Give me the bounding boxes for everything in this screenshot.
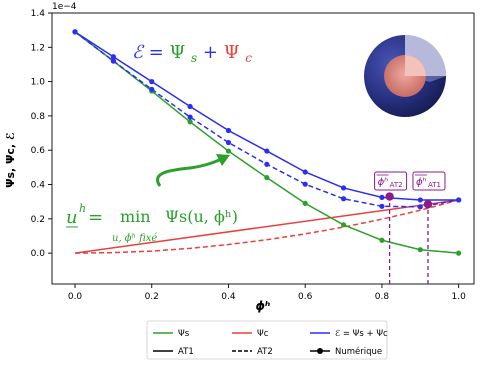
data-point-psi-s [225,148,232,154]
series-line-psi-c-at2 [75,199,459,254]
series-line-psi-c [74,199,459,254]
min-lhs: u [66,207,78,228]
optima-layer: ϕʰ AT2 ϕʰ AT1 [374,171,446,284]
x-tick-label: 0.4 [221,292,236,302]
y-tick-label: 1.4 [31,9,46,19]
data-point-e-at1 [225,127,232,134]
data-point-psi-s [302,200,308,206]
legend-marker [317,348,323,354]
min-operator: min [120,207,151,226]
annotation-arrowhead [216,154,230,166]
data-point-psi-s [456,250,462,256]
psi-s-subscript: s [191,51,197,65]
optimum-label: ϕʰ [378,177,389,188]
data-point-e-at2 [379,203,385,209]
data-point-e-at2 [110,58,116,64]
energy-equals: = [149,42,170,63]
psi-s-symbol: Ψ [169,42,185,63]
sphere-core-cut [405,55,426,76]
data-point-e-at2 [340,196,347,202]
y-tick-label: 1.2 [31,43,45,53]
data-point-e-at2 [225,139,232,146]
energy-plus: + [203,42,224,63]
data-point-e-at1 [340,185,347,191]
min-equals: = [88,207,103,228]
min-under: u, ϕʰ fixé [112,233,157,244]
y-axis-label: Ψs, Ψc, ℰ [4,132,17,188]
legend-label: ℰ = Ψs + Ψc [335,329,388,339]
data-point-e-at1 [187,103,193,110]
data-point-e-at1 [149,79,155,85]
y-tick-label: 1.0 [31,78,46,88]
y-tick-label: 0.4 [31,181,46,191]
psi-c-subscript: c [245,51,252,65]
legend-label: Numérique [335,346,382,357]
optimum-point [385,192,394,201]
optimum-label-box [374,171,408,191]
data-point-e-at2 [264,161,270,167]
optimum-label: ϕʰ [416,177,427,188]
y-tick-label: 0.2 [31,215,45,225]
optimum-label-sub: AT1 [428,181,441,189]
data-point-e-at1 [264,148,270,154]
legend-label: AT1 [178,347,194,357]
energy-equation: ℰ = Ψ s + Ψ c [132,42,252,67]
legend-label: AT2 [257,347,273,357]
data-point-psi-s [187,119,193,125]
optimum-point [423,200,433,209]
data-point-psi-s [340,222,347,228]
svg-text:ℰ = Ψ s: ℰ = Ψ s + Ψ c [132,42,252,67]
data-point-e-at1 [379,194,385,200]
y-tick-label: 0.6 [31,146,46,156]
axis-ticks: 0.0 0.2 0.4 0.6 0.8 1.0 0.0 0.2 0.4 0.6 0.8 1.0 1.2 1… [31,9,466,302]
sphere-inset [364,35,446,117]
min-rhs: Ψs(u, ϕʰ) [165,207,238,226]
x-tick-label: 0.8 [375,292,390,302]
data-point-e-at1 [417,197,423,203]
y-offset-text: 1e−4 [52,2,77,12]
legend-box [146,320,388,360]
legend: Ψs Ψc ℰ = Ψs + Ψc AT1 AT2 Numérique [146,320,388,360]
psi-c-symbol: Ψ [224,42,240,63]
data-point-e-at2 [149,86,155,92]
data-point-e-at1 [110,54,116,60]
optimum-label-box [412,171,446,191]
data-point-e-at1 [302,169,308,175]
x-tick-label: 1.0 [451,292,466,302]
data-point-e-at2 [417,204,423,210]
energy-symbol: ℰ [132,42,145,63]
optimum-label-sub: AT2 [390,181,403,189]
x-tick-label: 0.0 [68,292,83,302]
minimization-equation: u h = min Ψs(u, ϕʰ) u, ϕʰ fixé [66,202,238,244]
data-point-e-at2 [187,114,193,120]
series-layer [72,29,462,256]
legend-label: Ψc [257,329,269,339]
y-tick-label: 0.8 [31,112,46,122]
x-tick-label: 0.2 [145,292,159,302]
legend-label: Ψs [178,329,190,339]
min-lhs-sup: h [79,202,86,215]
data-point-e-at2 [302,181,308,187]
annotation-arrow [156,156,225,187]
data-point-psi-s [417,247,423,253]
y-tick-label: 0.0 [31,249,46,259]
data-point-psi-s [379,237,385,243]
data-point-psi-s [264,175,270,181]
x-tick-label: 0.6 [298,292,313,302]
data-point-e-at1 [456,197,462,203]
x-axis-label: ϕʰ [255,299,270,313]
data-point-e-at1 [72,29,78,35]
